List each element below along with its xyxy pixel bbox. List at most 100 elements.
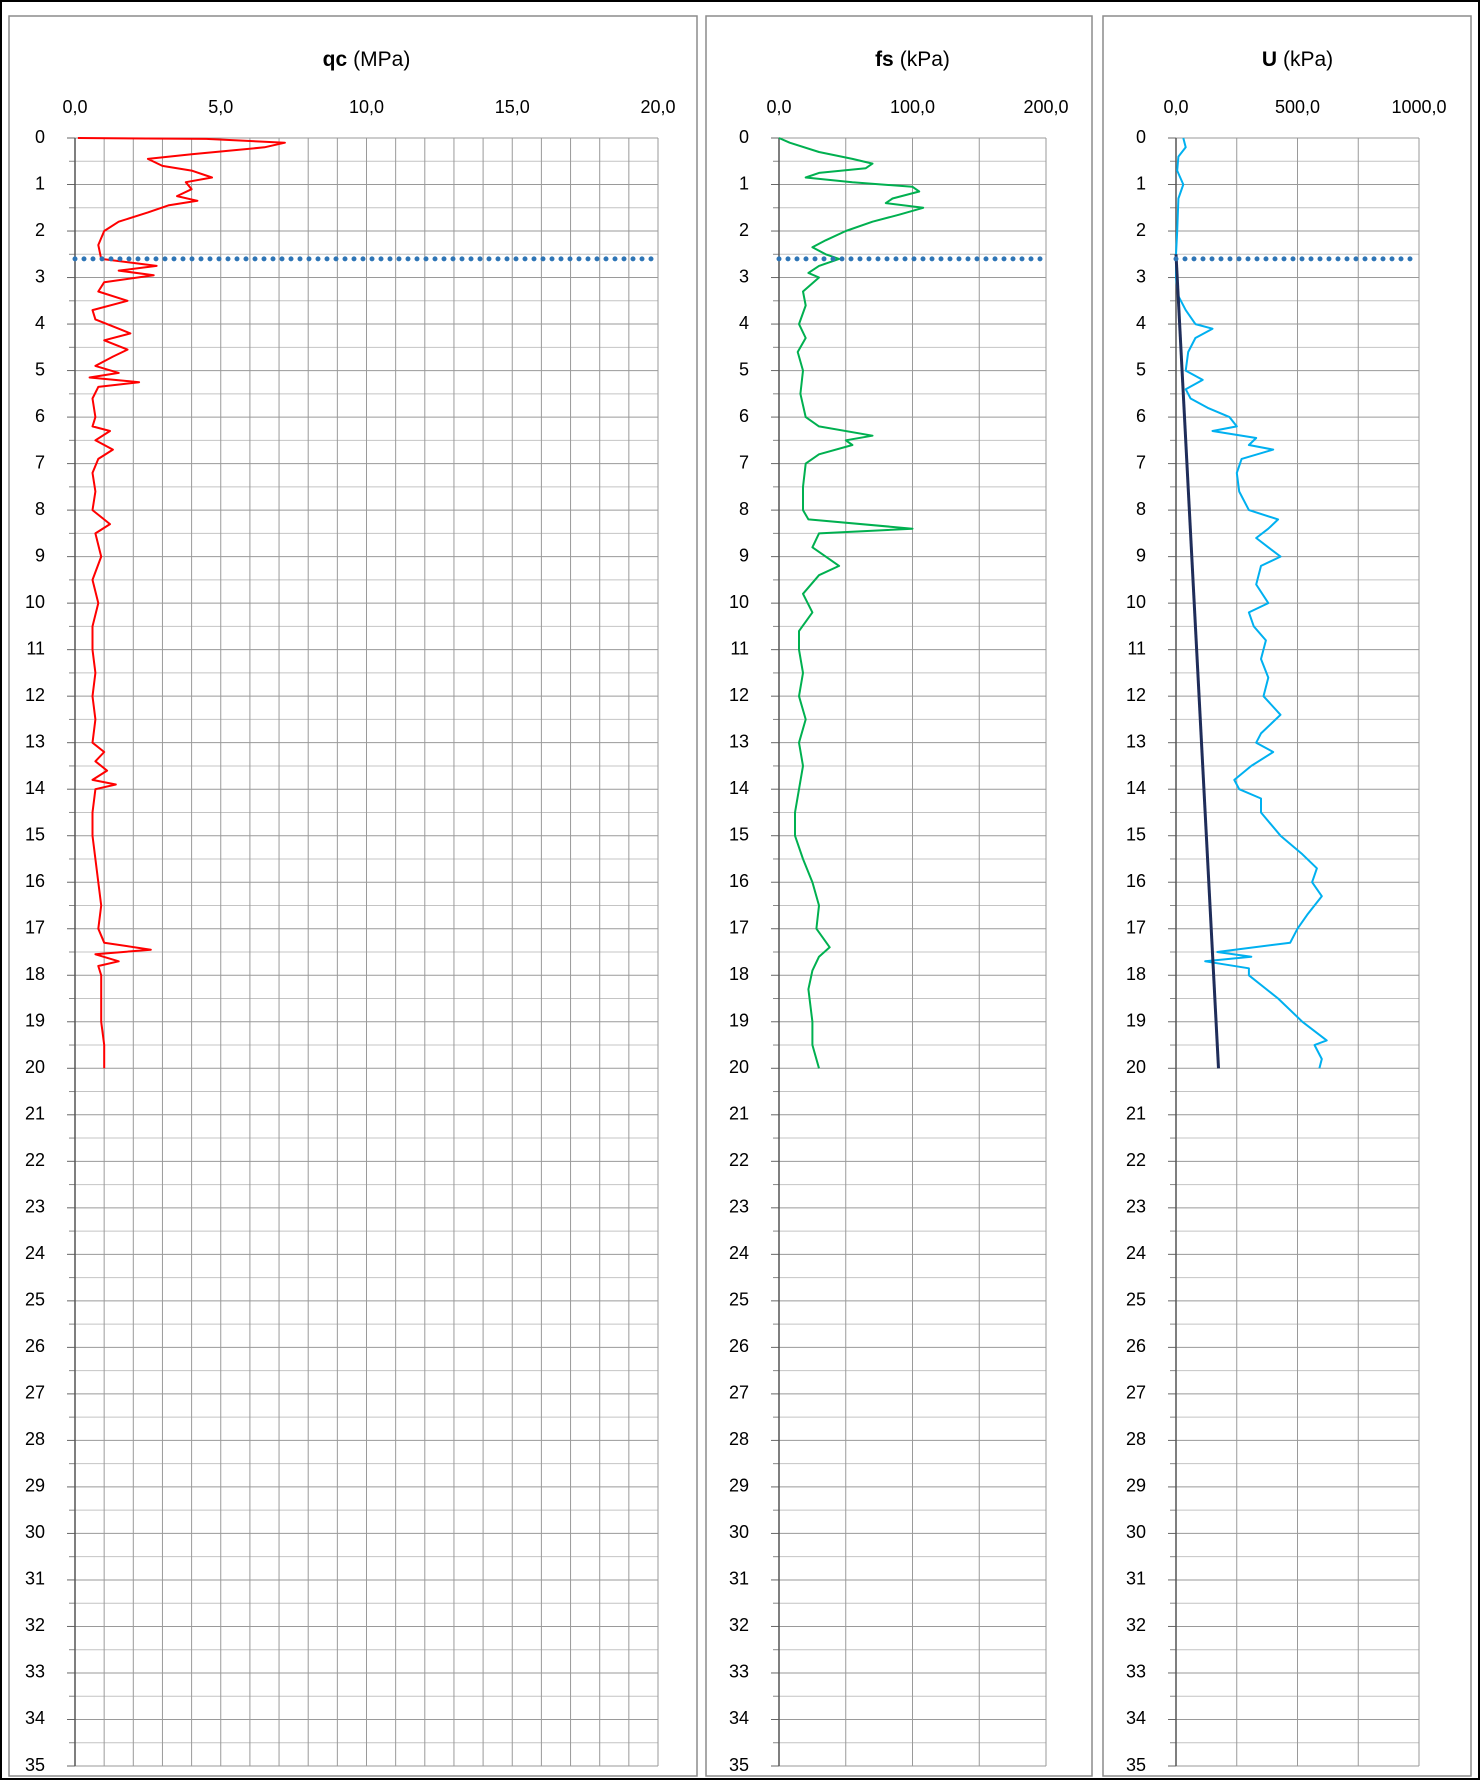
- y-tick-label: 18: [729, 964, 749, 984]
- y-tick-label: 4: [739, 313, 749, 333]
- y-tick-label: 28: [1126, 1429, 1146, 1449]
- y-tick-label: 32: [25, 1615, 45, 1635]
- y-tick-label: 4: [1136, 313, 1146, 333]
- y-tick-label: 34: [729, 1708, 749, 1728]
- y-tick-label: 16: [1126, 871, 1146, 891]
- y-tick-label: 35: [729, 1755, 749, 1775]
- y-tick-label: 30: [25, 1522, 45, 1542]
- y-tick-label: 35: [1126, 1755, 1146, 1775]
- y-tick-label: 17: [1126, 917, 1146, 937]
- y-tick-label: 29: [729, 1476, 749, 1496]
- y-tick-label: 28: [729, 1429, 749, 1449]
- y-tick-label: 25: [1126, 1290, 1146, 1310]
- x-tick-label: 20,0: [640, 97, 675, 117]
- profile-line: [1174, 254, 1220, 1069]
- y-tick-label: 10: [729, 592, 749, 612]
- y-tick-label: 14: [729, 778, 749, 798]
- y-tick-label: 6: [739, 406, 749, 426]
- y-tick-label: 2: [1136, 220, 1146, 240]
- y-tick-label: 0: [1136, 127, 1146, 147]
- y-tick-label: 16: [729, 871, 749, 891]
- y-tick-label: 19: [25, 1011, 45, 1031]
- chart-title: qc (MPa): [323, 48, 411, 71]
- y-tick-label: 1: [739, 173, 749, 193]
- y-tick-label: 19: [1126, 1011, 1146, 1031]
- y-tick-label: 29: [25, 1476, 45, 1496]
- x-tick-label: 1000,0: [1391, 97, 1446, 117]
- y-tick-label: 26: [729, 1336, 749, 1356]
- title-main: fs: [875, 48, 894, 71]
- y-tick-label: 14: [1126, 778, 1146, 798]
- y-tick-label: 5: [739, 359, 749, 379]
- y-tick-label: 31: [729, 1569, 749, 1589]
- y-tick-label: 6: [1136, 406, 1146, 426]
- y-tick-label: 23: [729, 1197, 749, 1217]
- y-tick-label: 5: [35, 359, 45, 379]
- y-tick-label: 8: [35, 499, 45, 519]
- y-tick-label: 21: [1126, 1104, 1146, 1124]
- y-tick-label: 0: [35, 127, 45, 147]
- y-tick-label: 31: [1126, 1569, 1146, 1589]
- y-tick-label: 18: [1126, 964, 1146, 984]
- y-tick-label: 22: [1126, 1150, 1146, 1170]
- y-tick-label: 10: [25, 592, 45, 612]
- title-unit: (MPa): [353, 48, 410, 71]
- y-tick-label: 21: [25, 1104, 45, 1124]
- profile-line: [1175, 137, 1328, 1069]
- y-tick-label: 13: [1126, 731, 1146, 751]
- y-tick-label: 12: [25, 685, 45, 705]
- x-tick-label: 5,0: [208, 97, 233, 117]
- y-tick-label: 34: [1126, 1708, 1146, 1728]
- chart-title: fs (kPa): [875, 48, 950, 71]
- panel-fs: [705, 15, 1093, 1777]
- y-tick-label: 9: [1136, 545, 1146, 565]
- y-tick-label: 15: [25, 824, 45, 844]
- y-tick-label: 1: [35, 173, 45, 193]
- panel-u: [1102, 15, 1472, 1777]
- title-unit: (kPa): [900, 48, 950, 71]
- y-tick-label: 16: [25, 871, 45, 891]
- x-tick-label: 0,0: [766, 97, 791, 117]
- y-tick-label: 3: [739, 266, 749, 286]
- y-tick-label: 25: [25, 1290, 45, 1310]
- y-tick-label: 17: [25, 917, 45, 937]
- y-tick-label: 28: [25, 1429, 45, 1449]
- y-tick-label: 26: [1126, 1336, 1146, 1356]
- profile-line: [778, 137, 925, 1069]
- x-tick-label: 200,0: [1023, 97, 1068, 117]
- y-tick-label: 30: [729, 1522, 749, 1542]
- y-tick-label: 7: [35, 452, 45, 472]
- profile-line: [77, 137, 286, 1069]
- y-tick-label: 26: [25, 1336, 45, 1356]
- y-tick-label: 30: [1126, 1522, 1146, 1542]
- y-tick-label: 23: [1126, 1197, 1146, 1217]
- title-unit: (kPa): [1283, 48, 1333, 71]
- y-tick-label: 22: [729, 1150, 749, 1170]
- y-tick-label: 17: [729, 917, 749, 937]
- y-tick-label: 8: [739, 499, 749, 519]
- y-tick-label: 13: [25, 731, 45, 751]
- y-tick-label: 2: [35, 220, 45, 240]
- y-tick-label: 33: [729, 1662, 749, 1682]
- y-tick-label: 14: [25, 778, 45, 798]
- y-tick-label: 15: [1126, 824, 1146, 844]
- panel-qc: [8, 15, 698, 1777]
- y-tick-label: 6: [35, 406, 45, 426]
- y-tick-label: 27: [1126, 1383, 1146, 1403]
- y-tick-label: 11: [26, 638, 45, 658]
- y-tick-label: 0: [739, 127, 749, 147]
- y-tick-label: 20: [25, 1057, 45, 1077]
- y-tick-label: 24: [1126, 1243, 1146, 1263]
- y-tick-label: 2: [739, 220, 749, 240]
- y-tick-label: 32: [729, 1615, 749, 1635]
- y-tick-label: 10: [1126, 592, 1146, 612]
- y-tick-label: 24: [25, 1243, 45, 1263]
- y-tick-label: 33: [1126, 1662, 1146, 1682]
- y-tick-label: 27: [25, 1383, 45, 1403]
- y-tick-label: 19: [729, 1011, 749, 1031]
- y-tick-label: 3: [35, 266, 45, 286]
- y-tick-label: 15: [729, 824, 749, 844]
- x-tick-label: 500,0: [1275, 97, 1320, 117]
- y-tick-label: 5: [1136, 359, 1146, 379]
